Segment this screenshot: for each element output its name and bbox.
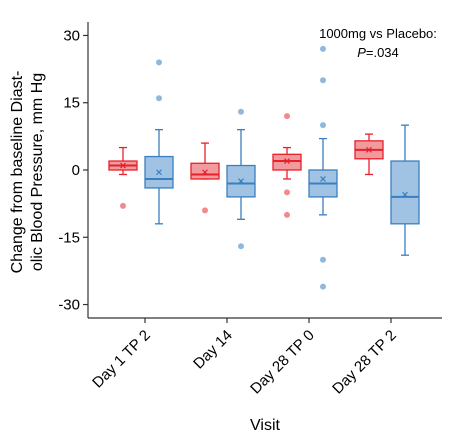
outlier-point — [320, 45, 326, 52]
outlier-point — [320, 122, 326, 129]
outlier-point — [156, 59, 162, 66]
y-axis-label-line-2: olic Blood Pressure, mm Hg — [29, 73, 46, 271]
box-iqr — [190, 162, 220, 180]
box-group — [226, 108, 256, 250]
outlier-point — [284, 189, 290, 196]
box-group — [308, 45, 338, 290]
boxes — [108, 45, 420, 290]
mean-marker — [284, 158, 290, 164]
mean-marker — [202, 169, 208, 176]
axes — [87, 22, 442, 319]
y-tick-label: 15 — [63, 95, 80, 112]
mean-marker — [402, 191, 408, 198]
x-axis-label: Visit — [250, 417, 280, 434]
annotation-p-value: P=.034 — [357, 45, 399, 60]
outlier-point — [284, 211, 290, 218]
y-tick-label: -15 — [58, 229, 80, 246]
outlier-point — [320, 256, 326, 263]
box-iqr — [390, 160, 420, 225]
y-tick-label: 30 — [63, 27, 80, 44]
outlier-point — [202, 207, 208, 214]
x-tick-label: Day 14 — [190, 327, 236, 373]
outlier-point — [238, 243, 244, 250]
x-tick-label: Day 1 TP 2 — [89, 327, 154, 392]
outlier-point — [238, 108, 244, 115]
y-tick-label: 0 — [72, 162, 80, 179]
box-iqr — [272, 153, 302, 171]
box-group — [144, 59, 174, 225]
mean-marker — [156, 169, 162, 176]
outlier-point — [156, 95, 162, 102]
mean-marker — [120, 162, 126, 169]
y-tick-label: -30 — [58, 297, 80, 314]
outlier-point — [120, 202, 126, 209]
y-ticks: -30 -15 0 15 30 — [58, 27, 88, 314]
annotation-p-number: =.034 — [366, 45, 399, 60]
mean-marker — [238, 178, 244, 185]
annotation-p-letter: P — [357, 45, 366, 60]
x-ticks: Day 1 TP 2 Day 14 Day 28 TP 0 Day 28 TP 2 — [89, 318, 400, 397]
box-group — [354, 133, 384, 176]
x-tick-label: Day 28 TP 2 — [329, 327, 400, 398]
box-group — [390, 124, 420, 256]
box-group — [190, 142, 220, 214]
outlier-point — [284, 113, 290, 120]
outlier-point — [320, 77, 326, 84]
y-axis-label-line-1: Change from baseline Diast- — [9, 71, 26, 274]
x-tick-label: Day 28 TP 0 — [247, 327, 318, 398]
mean-marker — [320, 176, 326, 182]
annotation-title: 1000mg vs Placebo: — [319, 26, 437, 41]
box-group — [108, 146, 138, 209]
mean-marker — [366, 146, 372, 153]
outlier-point — [320, 283, 326, 290]
box-group — [272, 113, 302, 218]
